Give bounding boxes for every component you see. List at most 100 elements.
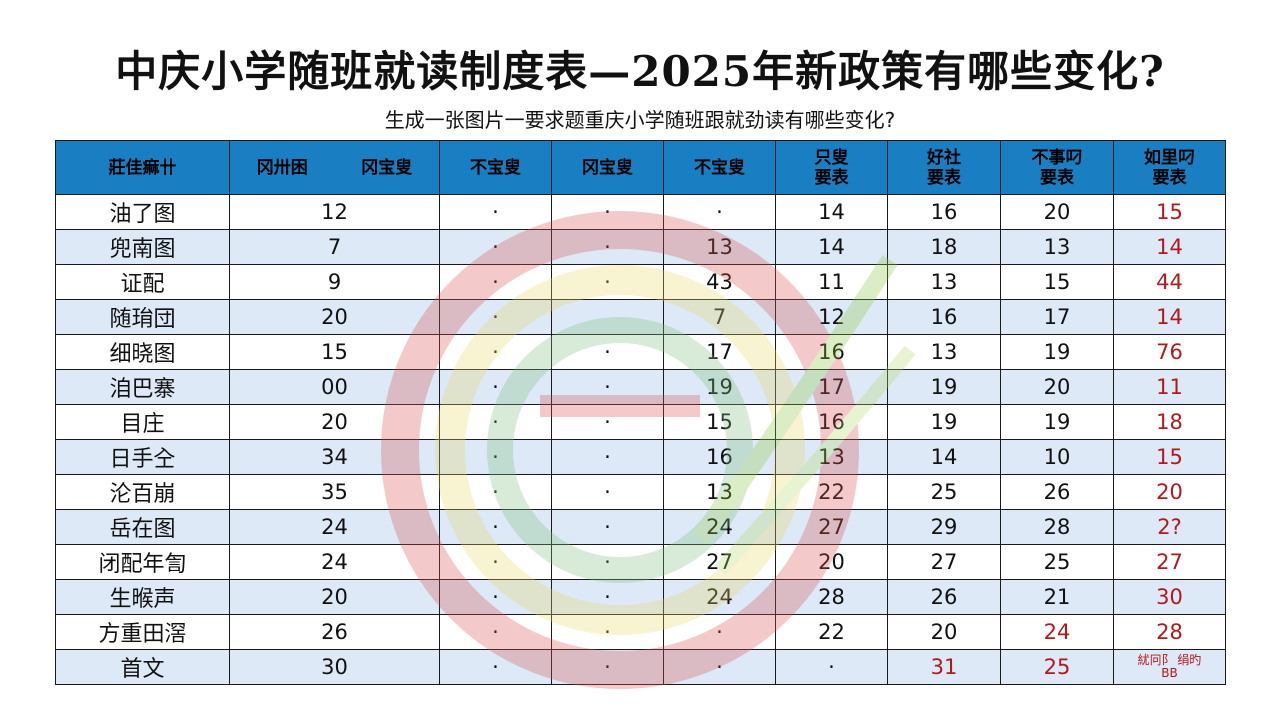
page-title: 中庆小学随班就读制度表—2025年新政策有哪些变化?: [115, 47, 1165, 96]
col3-cell: ·: [439, 229, 552, 265]
col7-cell: 16: [887, 194, 1001, 230]
col5-cell: 43: [663, 264, 776, 300]
name-cell: 油了图: [55, 194, 230, 230]
table-row: 闭配年訇 24 · · 27 20 27 25 27: [55, 544, 1226, 580]
col3-cell: ·: [439, 544, 552, 580]
name-cell: 细晓图: [55, 334, 230, 370]
col8-cell: 26: [1000, 474, 1114, 510]
col9-cell: 44: [1113, 264, 1226, 300]
col8-cell: 13: [1000, 229, 1114, 265]
col7-cell: 13: [887, 264, 1001, 300]
col6-cell: 22: [775, 614, 888, 650]
col5-cell: 19: [663, 369, 776, 405]
header-col5: 不宝叟: [663, 140, 776, 195]
table-row: 随㻆団 20 · 7 12 16 17 14: [55, 299, 1226, 335]
col4-cell: ·: [551, 439, 664, 475]
col8-cell: 20: [1000, 194, 1114, 230]
header-col6: 只叟 要表: [775, 140, 888, 195]
col6-cell: 11: [775, 264, 888, 300]
col6-cell: 27: [775, 509, 888, 545]
table-row: 兜南图 7 · · 13 14 18 13 14: [55, 229, 1226, 265]
col3-cell: ·: [439, 649, 552, 685]
col3-cell: ·: [439, 334, 552, 370]
value-cell: 24: [229, 509, 440, 545]
name-cell: 方重田滘: [55, 614, 230, 650]
value-cell: 34: [229, 439, 440, 475]
col3-cell: ·: [439, 369, 552, 405]
col6-cell: 13: [775, 439, 888, 475]
col5-cell: ·: [663, 614, 776, 650]
col3-cell: ·: [439, 509, 552, 545]
col7-cell: 13: [887, 334, 1001, 370]
col5-cell: 16: [663, 439, 776, 475]
col7-cell: 25: [887, 474, 1001, 510]
table-row: 目庄 20 · · 15 16 19 19 18: [55, 404, 1226, 440]
col6-cell: ·: [775, 649, 888, 685]
col3-cell: ·: [439, 614, 552, 650]
header-col9: 如里叼 要表: [1113, 140, 1226, 195]
col9-cell: 14: [1113, 229, 1226, 265]
value-cell: 7: [229, 229, 440, 265]
name-cell: 首文: [55, 649, 230, 685]
col4-cell: ·: [551, 649, 664, 685]
col4-cell: ·: [551, 369, 664, 405]
col6-cell: 14: [775, 229, 888, 265]
header-col3: 不宝叟: [439, 140, 552, 195]
col5-cell: ·: [663, 649, 776, 685]
name-cell: 随㻆団: [55, 299, 230, 335]
col9-cell: 15: [1113, 439, 1226, 475]
col9-cell: 18: [1113, 404, 1226, 440]
value-cell: 20: [229, 299, 440, 335]
col5-cell: 7: [663, 299, 776, 335]
value-cell: 30: [229, 649, 440, 685]
col4-cell: ·: [551, 194, 664, 230]
table-header-row: 莊佳痲卄 冈卅困 冈宝叟 不宝叟 冈宝叟 不宝叟 只叟 要表 好社 要表 不事叼…: [55, 140, 1226, 195]
table-row: 洎巴寨 00 · · 19 17 19 20 11: [55, 369, 1226, 405]
page-subtitle: 生成一张图片一要求题重庆小学随班跟就劲读有哪些变化?: [384, 108, 896, 132]
col3-cell: ·: [439, 439, 552, 475]
col6-cell: 17: [775, 369, 888, 405]
col8-cell: 17: [1000, 299, 1114, 335]
col3-cell: ·: [439, 404, 552, 440]
table-row: 方重田滘 26 · · · 22 20 24 28: [55, 614, 1226, 650]
col7-cell: 19: [887, 369, 1001, 405]
col7-cell: 27: [887, 544, 1001, 580]
col6-cell: 16: [775, 334, 888, 370]
header-col7: 好社 要表: [887, 140, 1001, 195]
header-col2a: 冈卅困: [256, 157, 308, 178]
col3-cell: ·: [439, 194, 552, 230]
name-cell: 生㬋声: [55, 579, 230, 615]
col8-cell: 19: [1000, 334, 1114, 370]
col3-cell: ·: [439, 264, 552, 300]
col7-cell: 14: [887, 439, 1001, 475]
data-table: 莊佳痲卄 冈卅困 冈宝叟 不宝叟 冈宝叟 不宝叟 只叟 要表 好社 要表 不事叼…: [55, 140, 1226, 685]
col7-cell: 26: [887, 579, 1001, 615]
col3-cell: ·: [439, 299, 552, 335]
value-cell: 9: [229, 264, 440, 300]
col8-cell: 24: [1000, 614, 1114, 650]
col5-cell: 13: [663, 474, 776, 510]
col5-cell: 27: [663, 544, 776, 580]
col7-cell: 31: [887, 649, 1001, 685]
col8-cell: 25: [1000, 544, 1114, 580]
col8-cell: 28: [1000, 509, 1114, 545]
header-col2: 冈卅困 冈宝叟: [229, 140, 440, 195]
col9-cell: 15: [1113, 194, 1226, 230]
col9-cell: 2?: [1113, 509, 1226, 545]
table-row: 细晓图 15 · · 17 16 13 19 76: [55, 334, 1226, 370]
col4-cell: ·: [551, 229, 664, 265]
col9-cell: 30: [1113, 579, 1226, 615]
col4-cell: ·: [551, 474, 664, 510]
col4-cell: ·: [551, 544, 664, 580]
name-cell: 洎巴寨: [55, 369, 230, 405]
col5-cell: 15: [663, 404, 776, 440]
col4-cell: ·: [551, 264, 664, 300]
table-row: 首文 30 · · · · 31 25 紌冋阝 绢旳 BB: [55, 649, 1226, 685]
col6-cell: 12: [775, 299, 888, 335]
col7-cell: 19: [887, 404, 1001, 440]
col8-cell: 10: [1000, 439, 1114, 475]
table-row: 日手㒰 34 · · 16 13 14 10 15: [55, 439, 1226, 475]
col5-cell: 24: [663, 509, 776, 545]
table-row: 生㬋声 20 · · 24 28 26 21 30: [55, 579, 1226, 615]
header-col8: 不事叼 要表: [1000, 140, 1114, 195]
